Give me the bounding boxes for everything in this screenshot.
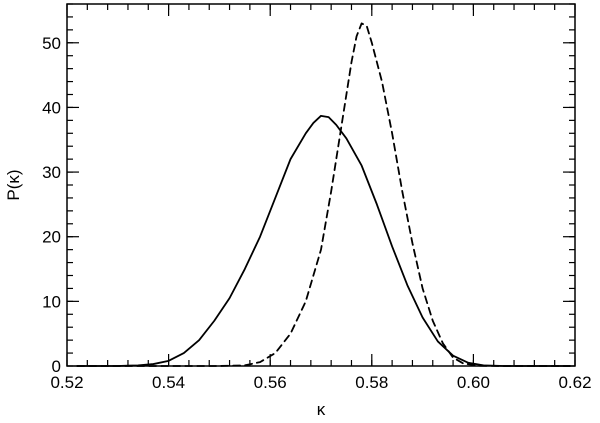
y-tick-label: 50 bbox=[42, 34, 61, 53]
x-tick-label: 0.58 bbox=[355, 373, 388, 392]
series-layer bbox=[76, 22, 571, 367]
y-tick-label: 40 bbox=[42, 98, 61, 117]
y-tick-label: 10 bbox=[42, 292, 61, 311]
x-tick-label: 0.56 bbox=[254, 373, 287, 392]
ticks-layer bbox=[66, 3, 576, 367]
y-tick-label: 0 bbox=[52, 357, 61, 376]
x-tick-label: 0.62 bbox=[558, 373, 591, 392]
x-tick-label: 0.60 bbox=[457, 373, 490, 392]
x-axis-title: κ bbox=[317, 400, 326, 419]
y-tick-label: 20 bbox=[42, 228, 61, 247]
series-solid-curve bbox=[76, 114, 571, 367]
series-dashed-curve bbox=[76, 22, 571, 367]
y-tick-label: 30 bbox=[42, 163, 61, 182]
plot-frame bbox=[66, 3, 576, 367]
y-axis-title: P(κ) bbox=[4, 169, 23, 200]
tick-labels-layer: 0.52 0.54 0.56 0.58 0.60 0.62 0 10 20 30 40 50 bbox=[42, 34, 591, 392]
x-tick-label: 0.52 bbox=[50, 373, 83, 392]
x-tick-label: 0.54 bbox=[152, 373, 185, 392]
